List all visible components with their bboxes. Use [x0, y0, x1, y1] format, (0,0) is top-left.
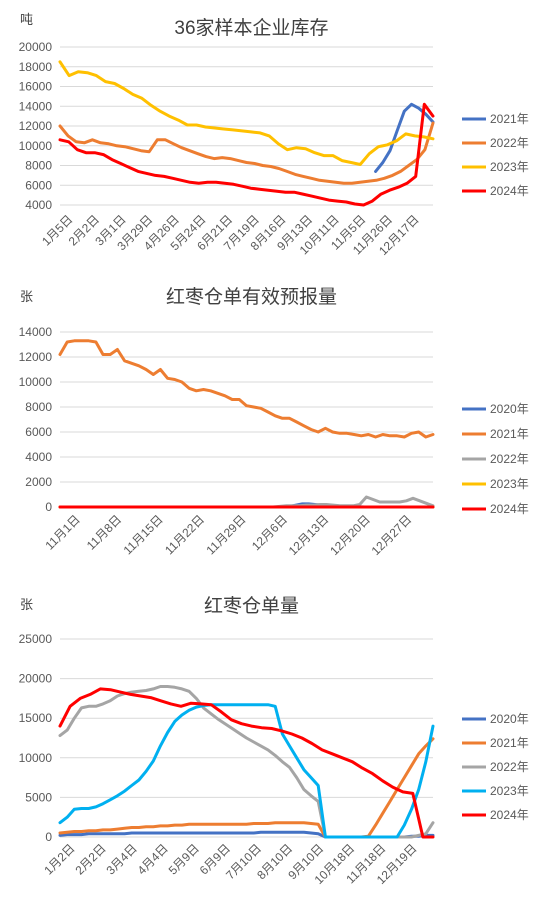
x-tick-label: 11月1日: [42, 512, 82, 552]
y-tick-label: 8000: [25, 400, 52, 414]
x-tick-label: 4月4日: [135, 841, 171, 877]
x-tick-label: 12月6日: [249, 512, 290, 553]
x-tick-label: 12月27日: [369, 512, 415, 558]
legend-label: 2023年: [490, 477, 529, 491]
y-tick-label: 10000: [19, 375, 53, 389]
y-tick-label: 14000: [19, 99, 53, 113]
x-tick-label: 12月20日: [327, 512, 373, 558]
series-line-2021年: [58, 339, 435, 439]
y-unit-label: 吨: [20, 12, 33, 27]
chart-svg: 36家样本企业库存 吨 4000 6000 8000 10000 12000 14000 160…: [19, 12, 529, 258]
y-tick-label: 20000: [19, 40, 53, 54]
y-tick-label: 6000: [25, 178, 52, 192]
y-tick-label: 2000: [25, 475, 52, 489]
y-tick-label: 15000: [19, 711, 53, 725]
series-line-2023年: [58, 60, 435, 166]
y-tick-label: 12000: [19, 350, 53, 364]
legend-label: 2022年: [490, 760, 529, 774]
x-tick-label: 11月29日: [203, 512, 248, 557]
legend-label: 2024年: [490, 184, 529, 198]
y-tick-label: 16000: [19, 80, 53, 94]
y-tick-label: 0: [45, 500, 52, 514]
chart-title: 红枣仓单量: [204, 595, 299, 617]
y-unit-label: 张: [20, 289, 33, 304]
series-line-2021年: [58, 737, 435, 839]
y-tick-label: 25000: [19, 632, 53, 646]
series-line-2022年: [58, 685, 435, 839]
y-tick-label: 8000: [25, 159, 52, 173]
y-tick-label: 10000: [19, 751, 53, 765]
series-line-2022年: [58, 121, 435, 185]
warehouse-receipt-chart: 红枣仓单量 张 0 5000 10000 15000 20000 25000 1月2日 2月2日 3…: [0, 585, 550, 907]
y-tick-label: 5000: [25, 790, 52, 804]
legend-label: 2020年: [490, 402, 529, 416]
y-tick-label: 14000: [19, 325, 53, 339]
x-tick-label: 2月2日: [72, 841, 108, 877]
legend-label: 2023年: [490, 160, 529, 174]
chart-svg: 红枣仓单量 张 0 5000 10000 15000 20000 25000 1月2日2月2日3…: [19, 595, 529, 887]
legend-label: 2023年: [490, 784, 529, 798]
series-line-2024年: [58, 102, 435, 207]
legend-label: 2022年: [490, 136, 529, 150]
y-tick-label: 4000: [25, 198, 52, 212]
inventory-chart: 36家样本企业库存 吨 4000 6000 8000 10000 12000 14000 160…: [0, 0, 550, 285]
chart-svg: 红枣仓单有效预报量 张 0 2000 4000 6000 8000 10000 12000 140…: [19, 286, 529, 558]
x-tick-label: 5月9日: [166, 841, 202, 877]
x-tick-label: 12月13日: [286, 512, 332, 558]
legend-label: 2024年: [490, 502, 529, 516]
x-tick-label: 3月4日: [104, 841, 140, 877]
legend-label: 2024年: [490, 808, 529, 822]
series-line-2023年: [58, 703, 435, 839]
y-unit-label: 张: [20, 597, 33, 612]
forecast-chart: 红枣仓单有效预报量 张 0 2000 4000 6000 8000 10000 12000 140…: [0, 285, 550, 585]
x-tick-label: 11月15日: [121, 512, 166, 557]
y-tick-label: 6000: [25, 425, 52, 439]
y-tick-label: 0: [45, 830, 52, 844]
chart-title: 红枣仓单有效预报量: [166, 286, 337, 308]
legend-label: 2022年: [490, 452, 529, 466]
y-tick-label: 4000: [25, 450, 52, 464]
x-tick-label: 11月22日: [162, 512, 207, 557]
x-tick-label: 1月2日: [41, 841, 77, 877]
legend-label: 2021年: [490, 736, 529, 750]
series-line-2024年: [58, 687, 435, 839]
chart-title: 36家样本企业库存: [174, 17, 328, 39]
y-tick-label: 12000: [19, 119, 53, 133]
y-tick-label: 18000: [19, 60, 53, 74]
y-tick-label: 20000: [19, 672, 53, 686]
legend-label: 2021年: [490, 112, 529, 126]
legend-label: 2020年: [490, 712, 529, 726]
y-tick-label: 10000: [19, 139, 53, 153]
legend-label: 2021年: [490, 427, 529, 441]
x-tick-label: 11月8日: [84, 512, 124, 552]
